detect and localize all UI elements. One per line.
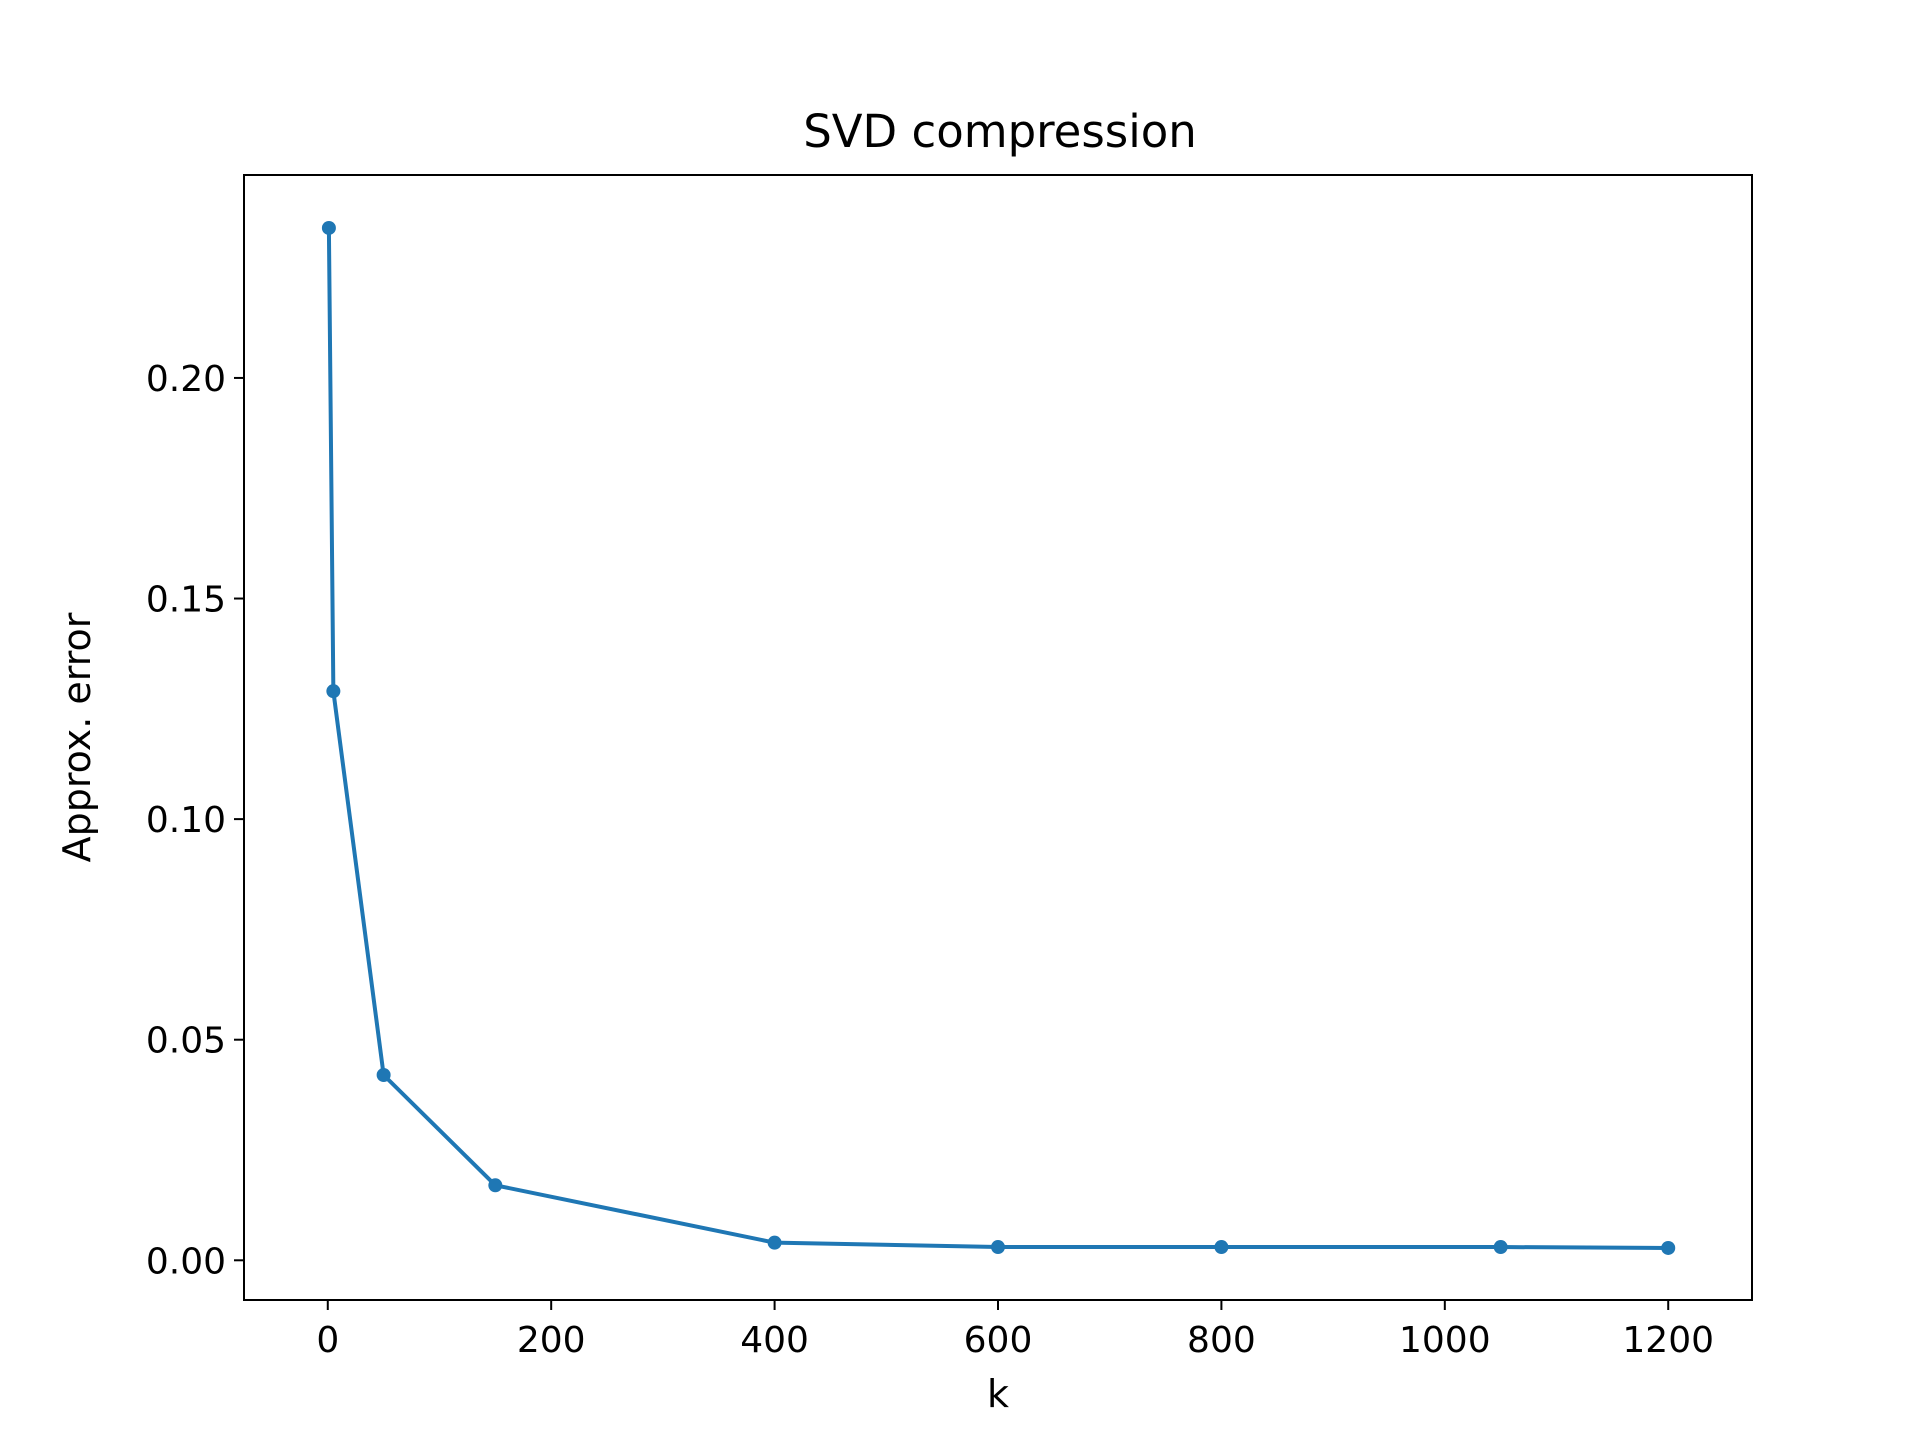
y-tick-label: 0.10 — [146, 800, 226, 841]
data-point — [767, 1235, 782, 1250]
data-point — [376, 1068, 391, 1082]
x-axis: 0 200 400 600 800 1000 1200 — [316, 1300, 1714, 1361]
y-axis: 0.00 0.05 0.10 0.15 0.20 — [146, 359, 244, 1282]
data-point — [1493, 1240, 1508, 1255]
data-point — [1214, 1240, 1229, 1255]
plot-frame — [243, 174, 1753, 1301]
x-tick-label: 1000 — [1399, 1320, 1491, 1361]
data-point — [326, 684, 341, 699]
x-tick-label: 400 — [740, 1320, 809, 1361]
y-tick-label: 0.15 — [146, 580, 226, 621]
y-tick-label: 0.00 — [146, 1241, 226, 1282]
y-axis-label: Approx. error — [55, 612, 99, 862]
plot-area — [321, 220, 1676, 1255]
data-point — [1661, 1240, 1676, 1255]
y-tick-label: 0.05 — [146, 1021, 226, 1062]
x-tick-label: 800 — [1187, 1320, 1256, 1361]
chart-title: SVD compression — [803, 105, 1197, 158]
data-point — [321, 220, 336, 235]
x-tick-label: 1200 — [1622, 1320, 1714, 1361]
x-tick-label: 0 — [316, 1320, 339, 1361]
x-tick-label: 600 — [964, 1320, 1033, 1361]
data-point — [991, 1240, 1005, 1255]
y-tick-label: 0.20 — [146, 359, 226, 400]
x-axis-label: k — [987, 1372, 1009, 1416]
series-line — [326, 227, 1669, 1250]
data-point — [488, 1178, 503, 1193]
x-tick-label: 200 — [517, 1320, 586, 1361]
